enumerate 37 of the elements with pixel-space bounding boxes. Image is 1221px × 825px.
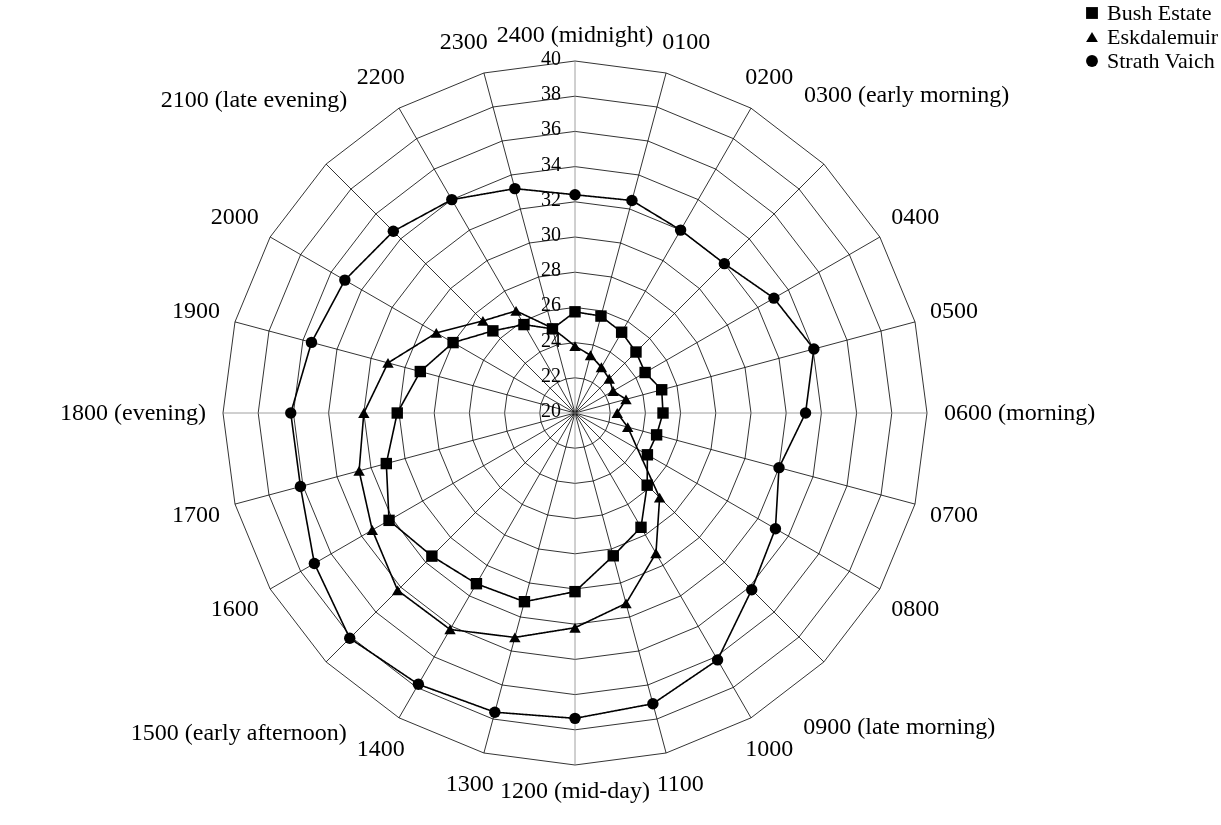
y-tick-label: 22	[541, 363, 561, 386]
spoke-label: 0800	[891, 595, 940, 622]
spoke-label: 1900	[172, 297, 221, 324]
spoke-label: 0500	[929, 297, 978, 324]
y-tick-label: 40	[541, 47, 561, 69]
y-tick-label: 26	[541, 293, 561, 316]
y-tick-label: 20	[541, 399, 561, 421]
spoke-label: 0200	[745, 62, 794, 89]
legend-label: Eskdalemuir	[1107, 24, 1219, 49]
y-tick-label: 30	[541, 223, 561, 245]
spoke-label: 0400	[891, 202, 940, 229]
y-tick-label: 34	[541, 152, 561, 175]
spoke-label: 1200 (mid-day)	[500, 777, 650, 803]
spoke-label: 1400	[356, 735, 405, 762]
spoke-label: 1500 (early afternoon)	[130, 719, 347, 746]
y-tick-label: 36	[541, 117, 561, 140]
y-tick-label: 28	[541, 258, 561, 281]
y-tick-label: 38	[541, 82, 561, 105]
spoke-label: 2200	[356, 62, 405, 89]
spoke-label: 2000	[210, 202, 259, 229]
spoke-label: 2400 (midnight)	[496, 21, 654, 47]
spoke-label: 1600	[210, 595, 259, 622]
spoke-label: 1000	[745, 735, 794, 762]
y-tick-label: 24	[541, 328, 561, 351]
spoke-label: 1800 (evening)	[60, 399, 207, 425]
spoke-label: 0600 (morning)	[944, 399, 1096, 425]
spoke-label: 1300	[445, 769, 494, 796]
spoke-label: 2100 (late evening)	[160, 86, 348, 113]
spoke-label: 0100	[662, 28, 711, 55]
spoke-label: 0700	[929, 500, 978, 527]
spoke-label: 0900 (late morning)	[803, 713, 996, 740]
spoke-label: 1700	[172, 500, 221, 527]
legend-label: Bush Estate	[1107, 0, 1212, 25]
spoke-label: 2300	[439, 28, 488, 55]
legend-label: Strath Vaich	[1107, 48, 1215, 73]
spoke-label: 0300 (early morning)	[803, 81, 1010, 108]
spoke-label: 1100	[656, 769, 704, 796]
